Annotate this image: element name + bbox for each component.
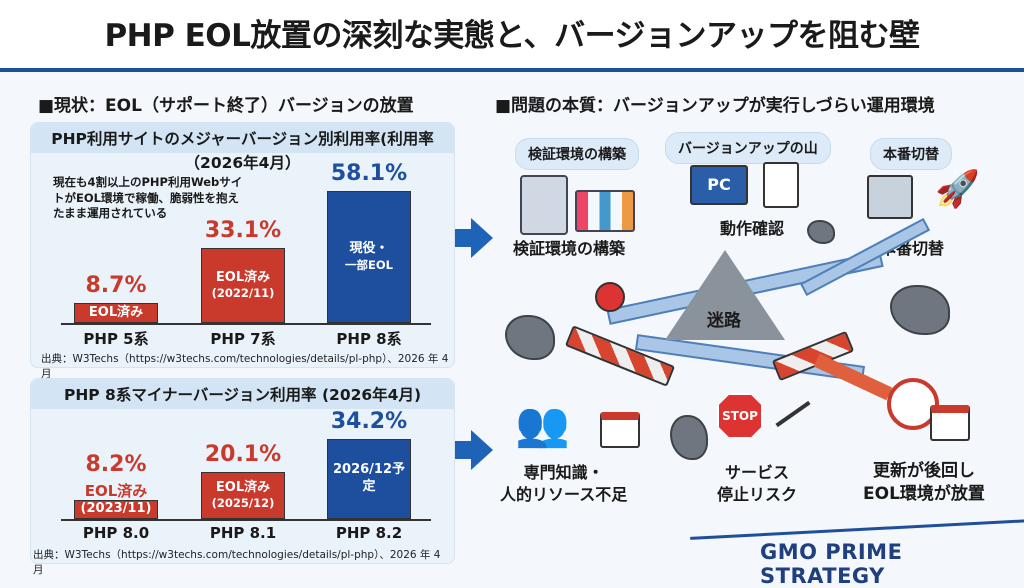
stop-sign-icon: STOP — [717, 393, 763, 439]
label-line: EOL環境が放置 — [863, 483, 985, 504]
chart-subtitle: （2026年4月） — [184, 154, 301, 172]
chart-note: 現在も4割以上のPHP利用Webサイ トがEOL環境で稼働、脆弱性を抱え たまま… — [53, 175, 242, 222]
arrow-right-icon — [455, 218, 493, 258]
value-label: 33.1% — [204, 217, 282, 243]
major-version-chart: PHP利用サイトのメジャーバージョン別利用率(利用率 （2026年4月） 現在も… — [30, 122, 455, 380]
calendar-icon — [600, 412, 640, 448]
value-label: 8.7% — [85, 273, 147, 299]
rock-icon — [505, 315, 555, 360]
label-line: 専門知識・ — [523, 463, 604, 482]
bar-label: 現役・ — [349, 241, 389, 257]
page-title: PHP EOL放置の深刻な実態と、バージョンアップを阻む壁 — [0, 0, 1024, 68]
bar-label: EOL済み — [215, 479, 271, 495]
chart-title-line: PHP利用サイトのメジャーバージョン別利用率(利用率 — [51, 130, 434, 148]
title-divider — [0, 68, 1024, 72]
rock-icon — [807, 220, 835, 244]
mountain-icon — [665, 250, 785, 340]
bar-PHP-8.2: 2026/12予定 — [327, 438, 411, 519]
footer-line — [690, 519, 1024, 540]
label-maze: 迷路 — [707, 311, 741, 331]
label-resource-shortage: 専門知識・ 人的リソース不足 — [500, 462, 627, 505]
label-line: サービス — [725, 463, 790, 482]
label-postponed: 更新が後回し EOL環境が放置 — [863, 460, 985, 506]
right-heading: ■問題の本質：バージョンアップが実行しづらい運用環境 — [495, 96, 935, 116]
pill-verify-env: 検証環境の構築 — [515, 138, 639, 170]
arrow-right-icon — [455, 430, 493, 470]
cable-icon — [775, 400, 811, 428]
category-label: PHP 7系 — [210, 330, 276, 348]
bar-label: (2025/12) — [211, 496, 275, 511]
test-tubes-icon — [575, 190, 635, 232]
pc-icon: PC — [690, 165, 748, 205]
people-icon: 👥 — [515, 399, 570, 450]
pill-production-switch: 本番切替 — [870, 138, 952, 170]
bar-label: 一部EOL — [345, 258, 393, 273]
value-label: 58.1% — [330, 161, 408, 187]
server-icon — [520, 175, 568, 235]
bar-PHP-8系: 現役・ 一部EOL — [327, 191, 411, 323]
value-label: 20.1% — [204, 441, 282, 467]
barrier-icon — [564, 325, 676, 387]
gmo-logo: GMO PRIME STRATEGY — [760, 540, 903, 588]
category-label: PHP 8系 — [336, 330, 402, 348]
pill-version-mountain: バージョンアップの山 — [665, 132, 831, 164]
rocket-icon: 🚀 — [935, 169, 980, 210]
bar-label: (2022/11) — [211, 286, 275, 301]
value-label: 34.2% — [330, 408, 408, 434]
bar-label: 2026/12予定 — [332, 462, 406, 494]
chart-baseline — [61, 323, 431, 325]
bar-annotation: EOL済み — [84, 481, 148, 500]
category-label: PHP 8.0 — [82, 524, 150, 542]
chart-title: PHP 8系マイナーバージョン利用率 (2026年4月) — [31, 379, 454, 409]
chart-title-line: PHP 8系マイナーバージョン利用率 (2026年4月) — [63, 386, 422, 404]
label-line: 停止リスク — [717, 484, 798, 504]
label-operation-check: 動作確認 — [720, 219, 785, 238]
bar-PHP-8.1: EOL済み (2025/12) — [201, 471, 285, 519]
bar-label: EOL済み — [215, 269, 271, 285]
rock-icon — [670, 415, 708, 460]
chart-baseline — [61, 519, 431, 521]
category-label: PHP 8.1 — [209, 524, 277, 542]
problem-illustration: 検証環境の構築 バージョンアップの山 本番切替 検証環境の構築 PC 動作確認 … — [495, 120, 1015, 520]
bar-PHP-5系: EOL済み — [74, 303, 158, 323]
note-line: たまま運用されている — [53, 206, 168, 221]
label-verify-env: 検証環境の構築 — [513, 239, 626, 258]
checklist-icon — [763, 162, 799, 208]
left-heading: ■現状：EOL（サポート終了）バージョンの放置 — [38, 96, 414, 116]
arrow-down-right-icon — [813, 353, 893, 401]
label-line: 更新が後回し — [872, 461, 975, 481]
note-line: 現在も4割以上のPHP利用Webサイ — [53, 175, 243, 189]
switch-panel-icon — [867, 175, 913, 219]
chart-title: PHP利用サイトのメジャーバージョン別利用率(利用率 — [31, 123, 454, 153]
category-label: PHP 8.2 — [335, 524, 403, 542]
bar-PHP-8.0: (2023/11) — [74, 499, 158, 519]
note-line: トがEOL環境で稼働、脆弱性を抱え — [53, 190, 239, 205]
label-service-risk: サービス 停止リスク — [717, 462, 797, 505]
value-label: 8.2% — [85, 451, 147, 477]
chart-source: 出典：W3Techs（https://w3techs.com/technolog… — [41, 353, 449, 380]
bar-PHP-7系: EOL済み (2022/11) — [201, 247, 285, 323]
rock-icon — [890, 285, 950, 335]
category-label: PHP 5系 — [83, 330, 149, 348]
minor-version-chart: PHP 8系マイナーバージョン利用率 (2026年4月) 出典：W3Techs（… — [30, 378, 455, 576]
calendar-icon — [930, 405, 970, 441]
label-line: 人的リソース不足 — [500, 484, 628, 504]
chart-source: 出典：W3Techs（https://w3techs.com/technolog… — [33, 549, 441, 576]
no-entry-icon — [595, 282, 625, 312]
bar-label: (2023/11) — [80, 500, 152, 516]
bar-label: EOL済み — [88, 304, 144, 320]
